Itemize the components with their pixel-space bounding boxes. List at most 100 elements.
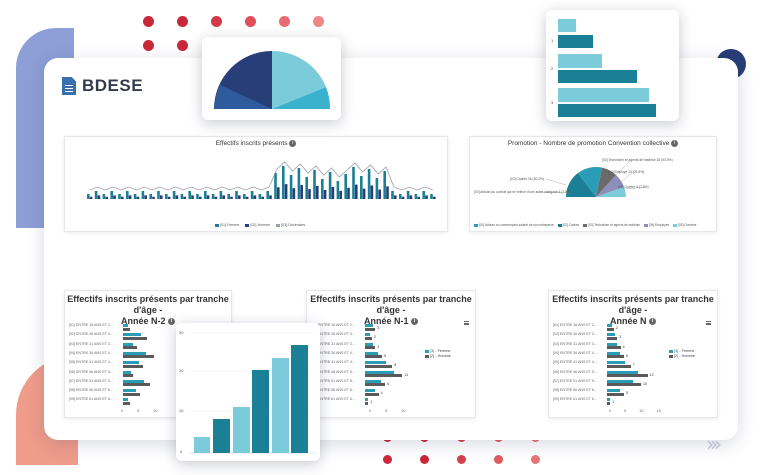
legend-item[interactable]: [05] Ouvriers xyxy=(673,223,696,227)
bar-homme xyxy=(123,327,130,331)
panel-age-n1[interactable]: Effectifs inscrits présents par tranche … xyxy=(306,290,476,418)
y-tick: 30 xyxy=(179,330,184,335)
floating-pie-chart xyxy=(214,50,331,109)
age-row: [03] ENTRE 31 ANS ET 3... 3 xyxy=(311,342,431,351)
age-row: [08] ENTRE 56 ANS ET 6... 4 xyxy=(311,388,431,397)
age-row: [03] ENTRE 31 ANS ET 3... xyxy=(69,342,189,351)
bar xyxy=(391,191,394,199)
bar xyxy=(222,195,225,199)
menu-icon[interactable] xyxy=(464,321,469,325)
info-icon[interactable]: i xyxy=(671,140,679,147)
bar xyxy=(89,196,93,199)
floating-pie-card xyxy=(202,37,341,120)
age-row-label: [01] ENTRE 16 ANS ET 2... xyxy=(311,323,355,327)
bar xyxy=(167,196,171,199)
bar xyxy=(94,191,98,199)
bar xyxy=(250,191,254,199)
x-axis-ticks: 0 5 10 xyxy=(121,409,158,413)
bar xyxy=(97,195,101,199)
age-row-label: [02] ENTRE 26 ANS ET 3... xyxy=(553,332,597,337)
bar-femme xyxy=(123,342,134,346)
bar-homme xyxy=(123,392,140,396)
age-row-label: [05] ENTRE 41 ANS ET 4... xyxy=(553,360,597,365)
bar-value: 5 xyxy=(626,391,628,396)
bar-homme xyxy=(607,374,648,377)
bar xyxy=(165,194,168,199)
legend-item[interactable]: [03] Technicien et agents de maîtrise xyxy=(583,223,640,227)
legend-item[interactable]: [02]-Homme xyxy=(245,223,270,227)
bar xyxy=(144,195,147,199)
age-rows: [01] ENTRE 16 ANS ET 2... 3 [02] ENTRE 26 … xyxy=(311,323,431,407)
bar-homme xyxy=(365,346,376,350)
panel-promotion[interactable]: Promotion - Nombre de promotion Conventi… xyxy=(469,136,717,232)
bar-femme xyxy=(123,324,129,327)
bar xyxy=(289,175,293,199)
hbar-label: 2 xyxy=(551,66,554,71)
info-icon[interactable]: i xyxy=(168,318,176,326)
age-row-label: [09] ENTRE 61 ANS ET 6... xyxy=(311,397,355,402)
legend-item[interactable]: [02] Cadres xyxy=(557,223,579,227)
legend-item[interactable]: [2] - Homme xyxy=(669,354,695,358)
bar xyxy=(277,187,280,199)
bar-homme xyxy=(607,383,641,387)
age-row-label: [02] ENTRE 26 ANS ET 3... xyxy=(69,332,113,337)
bar xyxy=(227,194,230,199)
bar xyxy=(206,195,210,199)
age-row: [09] ENTRE 61 ANS ET 6... 1 xyxy=(553,397,673,406)
age-row: [02] ENTRE 26 ANS ET 3... xyxy=(69,332,189,341)
bar-femme xyxy=(365,342,373,346)
bar xyxy=(347,187,350,199)
bar xyxy=(266,191,269,199)
bar-homme xyxy=(123,383,151,387)
age-row: [08] ENTRE 56 ANS ET 6... xyxy=(69,388,189,397)
info-icon[interactable]: i xyxy=(411,318,419,326)
bar xyxy=(406,191,410,199)
bar xyxy=(386,186,389,199)
age-legend: [1] - Femme [2] - Homme xyxy=(425,349,451,359)
bar xyxy=(196,194,199,199)
bar xyxy=(133,194,137,199)
legend-item[interactable]: [1] - Femme xyxy=(669,349,695,353)
age-row: [02] ENTRE 26 ANS ET 3... 3 xyxy=(553,332,673,341)
legend-item[interactable]: [01] Artisan ou commerçant salarié de so… xyxy=(474,223,554,227)
age-row: [01] ENTRE 16 ANS ET 2... 2 xyxy=(553,323,673,332)
bar xyxy=(352,167,355,199)
info-icon[interactable]: i xyxy=(649,318,657,326)
bar xyxy=(121,196,124,199)
bar-homme xyxy=(365,336,372,340)
legend-item[interactable]: [04] Employés xyxy=(643,223,669,227)
bar-femme xyxy=(123,351,147,355)
bar xyxy=(211,194,215,199)
bar-homme xyxy=(123,401,130,405)
bar-femme xyxy=(123,398,129,402)
floating-hbar-card: 1 2 3 xyxy=(546,10,679,121)
hbar-label: 1 xyxy=(551,38,554,43)
info-icon[interactable]: i xyxy=(289,140,297,147)
bar xyxy=(126,191,129,199)
bar xyxy=(355,184,358,199)
bar-homme xyxy=(123,364,144,368)
age-row-label: [03] ENTRE 31 ANS ET 3... xyxy=(311,341,355,346)
legend-item[interactable]: [01]-Femme xyxy=(215,223,239,227)
bar xyxy=(422,191,425,199)
age-row-label: [08] ENTRE 56 ANS ET 6... xyxy=(311,388,355,393)
bar-femme xyxy=(607,333,615,337)
age-row: [09] ENTRE 61 ANS ET 6... 1 xyxy=(311,397,431,406)
age-row-label: [07] ENTRE 51 ANS ET 5... xyxy=(311,378,355,383)
bar-femme xyxy=(607,324,613,327)
legend-item[interactable]: [03]-Décimales xyxy=(276,223,305,227)
legend-item[interactable]: [1] - Femme xyxy=(425,349,451,353)
panel-effectifs-inscrits[interactable]: Effectifs inscrits présents i [01]-Femme… xyxy=(64,136,448,232)
bar xyxy=(297,168,301,199)
bar xyxy=(321,179,324,199)
bar-femme xyxy=(365,351,378,355)
bar-value: 5 xyxy=(626,353,628,358)
menu-icon[interactable] xyxy=(706,321,711,325)
bar xyxy=(110,191,113,199)
bar-homme xyxy=(365,374,403,377)
legend-item[interactable]: [2] - Homme xyxy=(425,354,451,358)
bar-value: 5 xyxy=(384,353,386,358)
age-row: [04] ENTRE 36 ANS ET 4... xyxy=(69,351,189,360)
bar xyxy=(160,195,163,199)
panel-age-n[interactable]: Effectifs inscrits présents par tranche … xyxy=(548,290,718,418)
